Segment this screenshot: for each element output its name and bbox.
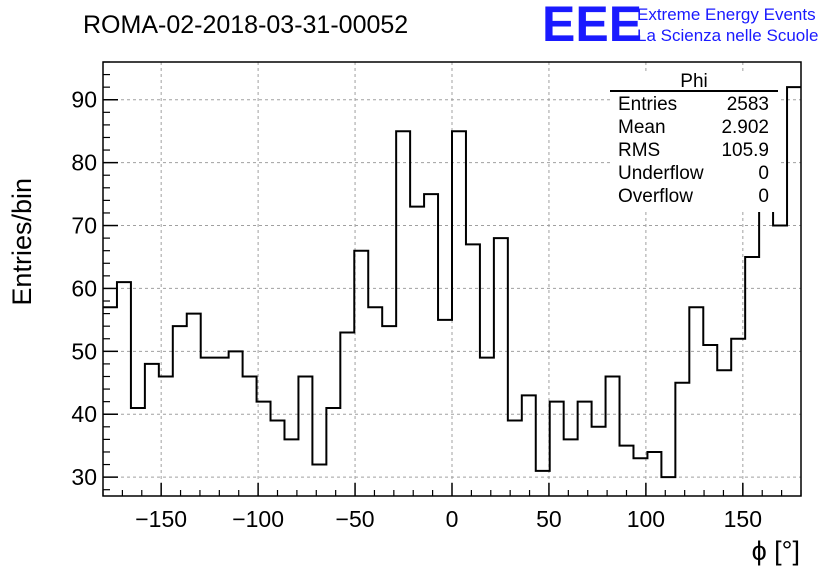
stats-row-label: Mean — [618, 117, 666, 138]
x-axis-label: ϕ [°] — [752, 536, 800, 566]
histogram-line — [103, 86, 801, 479]
stats-rows: Entries 2583 Mean 2.902 RMS 105.9 Underflow 0 Ov… — [618, 94, 769, 207]
stats-row-value: 2.902 — [721, 117, 769, 138]
axis-ticks — [102, 61, 802, 496]
stats-row-label: RMS — [618, 140, 660, 161]
x-tick-label: 150 — [724, 506, 762, 532]
stats-row-value: 0 — [758, 163, 769, 184]
stats-row-value: 2583 — [727, 94, 769, 115]
y-tick-label: 80 — [71, 150, 97, 176]
x-tick-label: −100 — [232, 506, 284, 532]
stats-box: Phi Entries 2583 Mean 2.902 RMS 105.9 Underflo… — [610, 71, 778, 212]
logo-line-1: Extreme Energy Events — [637, 5, 816, 24]
stats-row-value: 105.9 — [721, 140, 769, 161]
y-tick-label: 30 — [71, 464, 97, 490]
stats-row-label: Underflow — [618, 163, 704, 184]
y-axis-label: Entries/bin — [7, 178, 37, 306]
y-tick-label: 70 — [71, 213, 97, 239]
stats-title: Phi — [680, 71, 707, 92]
x-tick-labels: −150 −100 −50 0 50 100 150 — [135, 506, 762, 532]
x-tick-label: 50 — [536, 506, 562, 532]
y-tick-label: 90 — [71, 87, 97, 113]
stats-row-label: Overflow — [618, 186, 693, 207]
x-tick-label: 100 — [627, 506, 665, 532]
stats-box-background — [610, 72, 778, 212]
logo-mark: EEE — [542, 0, 642, 52]
x-tick-label: −150 — [135, 506, 187, 532]
logo-line-2: La Scienza nelle Scuole — [637, 26, 818, 45]
x-tick-label: −50 — [336, 506, 375, 532]
chart-title: ROMA-02-2018-03-31-00052 — [83, 11, 408, 39]
stats-row-value: 0 — [758, 186, 769, 207]
x-tick-label: 0 — [446, 506, 459, 532]
y-tick-label: 40 — [71, 401, 97, 427]
stats-row-label: Entries — [618, 94, 677, 115]
eee-logo: EEE Extreme Energy Events La Scienza nel… — [542, 0, 818, 52]
y-tick-label: 50 — [71, 338, 97, 364]
y-tick-label: 60 — [71, 275, 97, 301]
y-tick-labels: 30 40 50 60 70 80 90 — [71, 87, 97, 490]
